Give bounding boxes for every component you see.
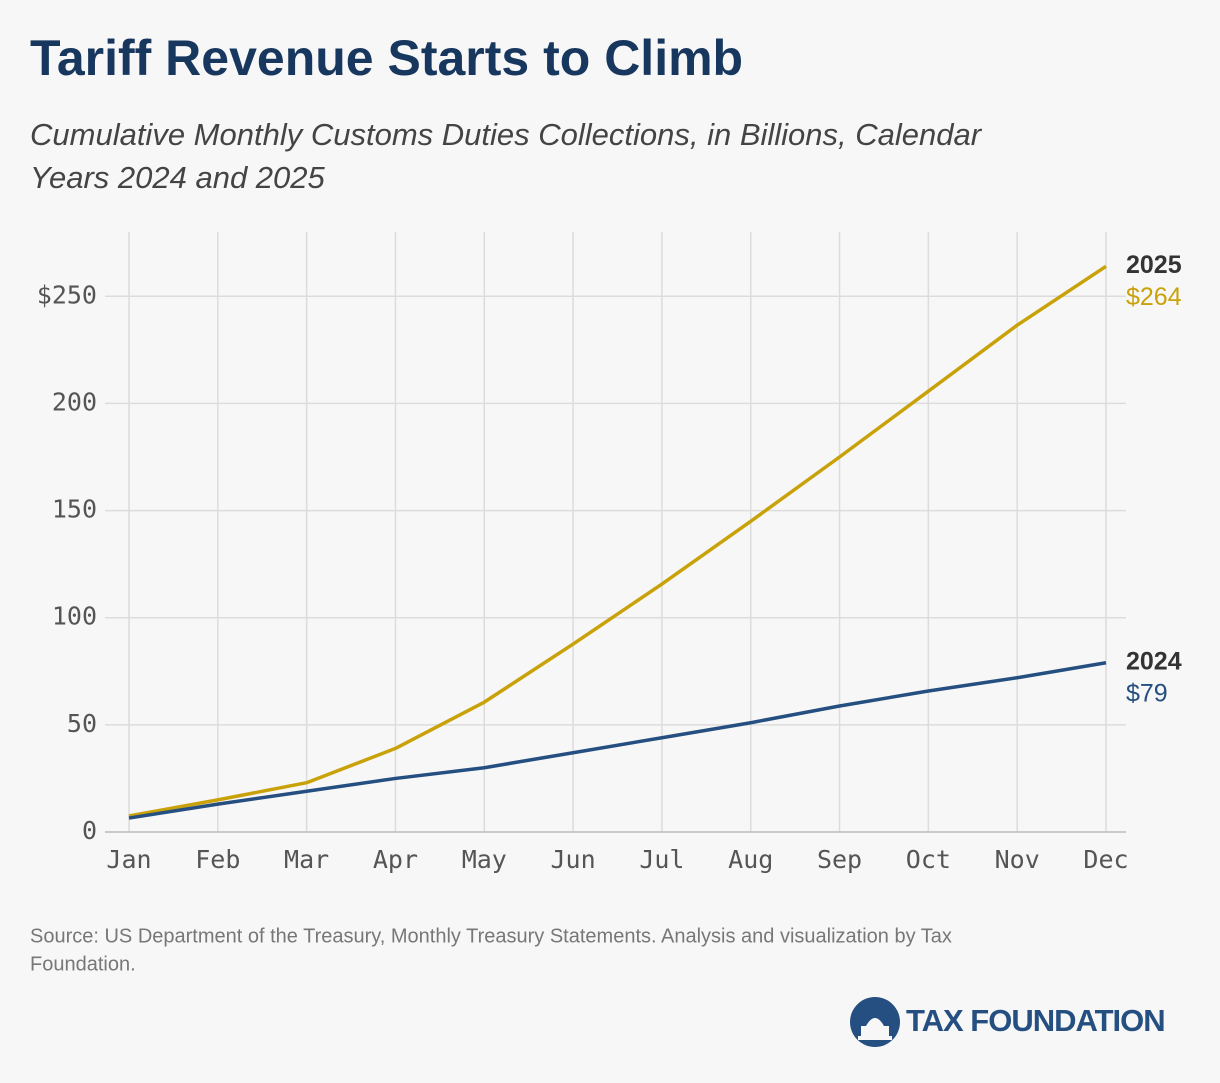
x-tick-label: Mar [284,845,329,874]
y-tick-label: $250 [37,280,97,309]
series-line [128,264,1107,818]
chart-title: Tariff Revenue Starts to Climb [30,30,743,86]
series-label: 2024 [1126,647,1182,675]
x-tick-label: Sep [817,845,862,874]
value-label: $264 [1126,283,1182,311]
x-tick-label: Oct [906,845,951,874]
source: Foundation. [30,953,136,975]
y-tick-label: 50 [67,709,97,738]
y-tick-label: 200 [52,387,97,416]
x-tick-label: Jan [106,845,151,874]
chart-subtitle: Cumulative Monthly Customs Duties Collec… [30,117,983,152]
x-tick-label: Jul [639,845,684,874]
logo-text: TAX FOUNDATION [906,1003,1165,1038]
x-tick-label: May [462,845,507,874]
chart-subtitle: Years 2024 and 2025 [30,160,326,195]
series-label: 2025 [1126,251,1182,279]
y-tick-label: 100 [52,602,97,631]
source: Source: US Department of the Treasury, M… [30,925,952,947]
x-tick-label: Jun [551,845,596,874]
y-tick-label: 150 [52,495,97,524]
x-tick-label: Aug [728,845,773,874]
x-tick-label: Dec [1083,845,1128,874]
y-tick-label: 0 [82,816,97,845]
logo-icon [850,997,900,1047]
value-label: $79 [1126,679,1168,707]
x-tick-label: Apr [373,845,418,874]
x-tick-label: Nov [995,845,1040,874]
series-line [128,660,1107,820]
x-tick-label: Feb [195,845,240,874]
